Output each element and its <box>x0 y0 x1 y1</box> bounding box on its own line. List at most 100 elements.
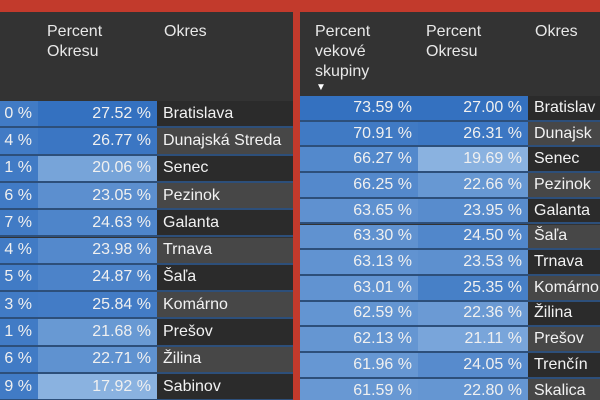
header-percent-vekove-skupiny[interactable]: Percent vekové skupiny <box>315 23 371 80</box>
okres-cell: Skalica <box>528 378 600 400</box>
table-row[interactable]: 7 % 24.63 % Galanta <box>0 210 293 238</box>
header-percent-okresu[interactable]: Percent Okresu <box>47 23 103 60</box>
percent-cell: 4 % <box>0 128 38 154</box>
table-row[interactable]: 4 % 26.77 % Dunajská Streda <box>0 128 293 156</box>
percent-okresu-cell: 23.98 % <box>38 237 157 263</box>
percent-cell: 66.25 % <box>300 173 418 197</box>
percent-okresu-cell: 22.71 % <box>38 346 157 372</box>
table-row[interactable]: 62.59 % 22.36 % Žilina <box>300 301 600 328</box>
percent-cell: 3 % <box>0 292 38 318</box>
percent-okresu-cell: 25.84 % <box>38 292 157 318</box>
percent-okresu-cell: 23.53 % <box>418 250 528 274</box>
percent-okresu-cell: 19.69 % <box>418 147 528 172</box>
okres-cell: Sabinov <box>157 374 293 400</box>
table-row[interactable]: 63.65 % 23.95 % Galanta <box>300 198 600 225</box>
header-okres[interactable]: Okres <box>535 23 578 40</box>
percent-okresu-cell: 26.77 % <box>38 128 157 154</box>
percent-cell: 73.59 % <box>300 96 418 120</box>
percent-cell: 61.59 % <box>300 378 418 400</box>
percent-cell: 6 % <box>0 346 38 372</box>
okres-cell: Pezinok <box>157 182 293 209</box>
okres-cell: Komárno <box>528 275 600 300</box>
okres-cell: Prešov <box>157 319 293 345</box>
sort-descending-icon[interactable]: ▼ <box>316 82 326 93</box>
percent-okresu-cell: 24.87 % <box>38 264 157 291</box>
okres-cell: Dunajská Streda <box>157 128 293 154</box>
percent-cell: 0 % <box>0 101 38 127</box>
table-row[interactable]: 63.13 % 23.53 % Trnava <box>300 250 600 276</box>
percent-cell: 63.01 % <box>300 275 418 300</box>
percent-cell: 7 % <box>0 210 38 236</box>
left-table: Percent Okresu Okres 0 % 27.52 % Bratislav… <box>0 12 293 400</box>
okres-cell: Trenčín <box>528 353 600 377</box>
percent-cell: 62.13 % <box>300 327 418 351</box>
percent-cell: 62.59 % <box>300 301 418 326</box>
okres-cell: Šaľa <box>157 264 293 291</box>
okres-cell: Trnava <box>528 250 600 274</box>
table-row[interactable]: 66.27 % 19.69 % Senec <box>300 147 600 174</box>
okres-cell: Senec <box>528 147 600 172</box>
percent-okresu-cell: 24.50 % <box>418 224 528 249</box>
table-row[interactable]: 73.59 % 27.00 % Bratislav <box>300 96 600 122</box>
header-percent-okresu[interactable]: Percent Okresu <box>426 23 482 60</box>
okres-cell: Dunajsk <box>528 121 600 146</box>
percent-cell: 61.96 % <box>300 353 418 377</box>
table-row[interactable]: 66.25 % 22.66 % Pezinok <box>300 173 600 199</box>
percent-cell: 63.13 % <box>300 250 418 274</box>
percent-okresu-cell: 25.35 % <box>418 275 528 300</box>
okres-cell: Šaľa <box>528 224 600 249</box>
okres-cell: Senec <box>157 155 293 181</box>
okres-cell: Bratislava <box>157 101 293 127</box>
percent-okresu-cell: 22.80 % <box>418 378 528 400</box>
okres-cell: Žilina <box>157 346 293 372</box>
table-row[interactable]: 3 % 25.84 % Komárno <box>0 292 293 320</box>
percent-cell: 70.91 % <box>300 121 418 146</box>
percent-cell: 4 % <box>0 237 38 263</box>
percent-okresu-cell: 27.00 % <box>418 96 528 120</box>
table-row[interactable]: 6 % 22.71 % Žilina <box>0 346 293 374</box>
okres-cell: Žilina <box>528 301 600 326</box>
okres-cell: Galanta <box>528 198 600 223</box>
table-row[interactable]: 63.01 % 25.35 % Komárno <box>300 275 600 302</box>
table-row[interactable]: 9 % 17.92 % Sabinov <box>0 374 293 400</box>
table-row[interactable]: 0 % 27.52 % Bratislava <box>0 101 293 129</box>
percent-okresu-cell: 23.05 % <box>38 182 157 209</box>
okres-cell: Bratislav <box>528 96 600 120</box>
percent-okresu-cell: 20.06 % <box>38 155 157 181</box>
percent-okresu-cell: 27.52 % <box>38 101 157 127</box>
table-row[interactable]: 4 % 23.98 % Trnava <box>0 237 293 265</box>
okres-cell: Pezinok <box>528 173 600 197</box>
right-table: Percent vekové skupiny ▼ Percent Okresu … <box>300 12 600 400</box>
percent-okresu-cell: 24.05 % <box>418 353 528 377</box>
table-row[interactable]: 61.59 % 22.80 % Skalica <box>300 378 600 400</box>
table-row[interactable]: 63.30 % 24.50 % Šaľa <box>300 224 600 251</box>
percent-okresu-cell: 24.63 % <box>38 210 157 236</box>
table-row[interactable]: 61.96 % 24.05 % Trenčín <box>300 353 600 379</box>
percent-okresu-cell: 26.31 % <box>418 121 528 146</box>
percent-cell: 6 % <box>0 182 38 209</box>
okres-cell: Komárno <box>157 292 293 318</box>
percent-cell: 66.27 % <box>300 147 418 172</box>
table-row[interactable]: 70.91 % 26.31 % Dunajsk <box>300 121 600 148</box>
percent-cell: 5 % <box>0 264 38 291</box>
header-okres[interactable]: Okres <box>164 23 207 40</box>
percent-cell: 1 % <box>0 155 38 181</box>
percent-okresu-cell: 21.68 % <box>38 319 157 345</box>
okres-cell: Prešov <box>528 327 600 351</box>
percent-okresu-cell: 22.36 % <box>418 301 528 326</box>
okres-cell: Trnava <box>157 237 293 263</box>
percent-cell: 9 % <box>0 374 38 400</box>
percent-okresu-cell: 23.95 % <box>418 198 528 223</box>
table-row[interactable]: 62.13 % 21.11 % Prešov <box>300 327 600 353</box>
percent-cell: 63.65 % <box>300 198 418 223</box>
table-row[interactable]: 6 % 23.05 % Pezinok <box>0 182 293 211</box>
percent-cell: 63.30 % <box>300 224 418 249</box>
table-row[interactable]: 5 % 24.87 % Šaľa <box>0 264 293 293</box>
okres-cell: Galanta <box>157 210 293 236</box>
percent-okresu-cell: 22.66 % <box>418 173 528 197</box>
table-row[interactable]: 1 % 20.06 % Senec <box>0 155 293 183</box>
percent-okresu-cell: 17.92 % <box>38 374 157 400</box>
percent-okresu-cell: 21.11 % <box>418 327 528 351</box>
table-row[interactable]: 1 % 21.68 % Prešov <box>0 319 293 347</box>
percent-cell: 1 % <box>0 319 38 345</box>
